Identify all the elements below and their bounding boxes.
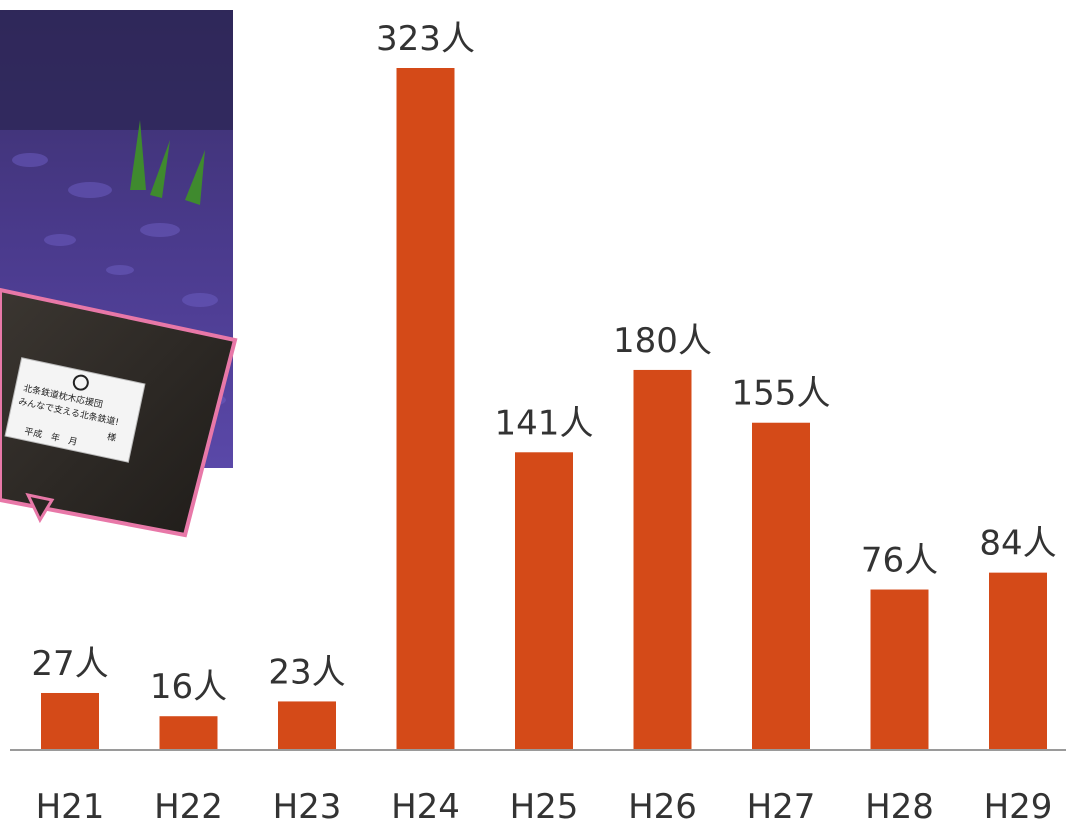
bar-h26 <box>633 369 692 750</box>
value-label-h25: 141人 <box>495 403 594 443</box>
x-tick-label-h24: H24 <box>391 787 460 822</box>
x-tick-label-h23: H23 <box>273 787 342 822</box>
bars-group <box>41 68 1047 750</box>
x-tick-label-h25: H25 <box>510 787 579 822</box>
x-tick-label-h22: H22 <box>154 787 223 822</box>
sleeper-plaque-photo: 北条鉄道枕木応援団 みんなで支える北条鉄道! 様 平成 年 月 <box>0 10 238 538</box>
value-label-h27: 155人 <box>732 374 831 414</box>
value-label-h24: 323人 <box>376 19 475 59</box>
value-label-h22: 16人 <box>150 667 227 707</box>
x-tick-labels-group: H21 H22 H23 H24 H25 H26 H27 H28 H29 <box>36 787 1053 822</box>
value-label-h21: 27人 <box>31 644 108 684</box>
bar-h25 <box>515 452 573 750</box>
value-label-h28: 76人 <box>861 541 938 581</box>
bar-h24 <box>396 68 455 750</box>
bar-h28 <box>870 589 929 750</box>
x-tick-label-h29: H29 <box>984 787 1053 822</box>
bar-h21 <box>41 692 99 750</box>
grass-tuft <box>130 120 205 205</box>
bar-h22 <box>159 716 218 750</box>
x-tick-label-h26: H26 <box>628 787 697 822</box>
plaque-inset: 北条鉄道枕木応援団 みんなで支える北条鉄道! 様 平成 年 月 <box>0 287 238 538</box>
bar-h27 <box>752 422 810 750</box>
x-tick-label-h28: H28 <box>865 787 934 822</box>
bar-h29 <box>989 572 1047 750</box>
plaque-line-3: 様 <box>106 430 117 444</box>
value-labels-group: 27人 16人 23人 323人 141人 180人 155人 76人 84人 <box>31 19 1056 707</box>
value-label-h29: 84人 <box>979 524 1056 564</box>
value-label-h23: 23人 <box>268 652 345 692</box>
x-tick-label-h21: H21 <box>36 787 105 822</box>
value-label-h26: 180人 <box>613 321 712 361</box>
bar-h23 <box>278 701 336 750</box>
x-tick-label-h27: H27 <box>747 787 816 822</box>
